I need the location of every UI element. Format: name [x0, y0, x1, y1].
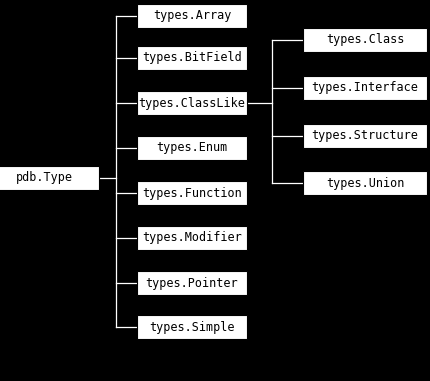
FancyBboxPatch shape — [137, 315, 246, 339]
FancyBboxPatch shape — [137, 226, 246, 250]
Text: types.Class: types.Class — [325, 34, 403, 46]
FancyBboxPatch shape — [302, 28, 426, 52]
Text: types.Modifier: types.Modifier — [142, 232, 241, 245]
Text: types.Union: types.Union — [325, 176, 403, 189]
Text: types.BitField: types.BitField — [142, 51, 241, 64]
Text: types.Function: types.Function — [142, 187, 241, 200]
Text: types.Enum: types.Enum — [156, 141, 227, 155]
FancyBboxPatch shape — [302, 76, 426, 100]
Text: types.Structure: types.Structure — [311, 130, 418, 142]
FancyBboxPatch shape — [137, 91, 246, 115]
FancyBboxPatch shape — [302, 171, 426, 195]
Text: types.Simple: types.Simple — [149, 320, 234, 333]
FancyBboxPatch shape — [137, 136, 246, 160]
FancyBboxPatch shape — [137, 4, 246, 28]
Text: types.Array: types.Array — [153, 10, 230, 22]
FancyBboxPatch shape — [137, 46, 246, 70]
Text: types.ClassLike: types.ClassLike — [138, 96, 245, 109]
FancyBboxPatch shape — [0, 166, 99, 190]
FancyBboxPatch shape — [137, 271, 246, 295]
Text: types.Interface: types.Interface — [311, 82, 418, 94]
Text: pdb.Type: pdb.Type — [15, 171, 72, 184]
Text: types.Pointer: types.Pointer — [145, 277, 238, 290]
FancyBboxPatch shape — [137, 181, 246, 205]
FancyBboxPatch shape — [302, 124, 426, 148]
